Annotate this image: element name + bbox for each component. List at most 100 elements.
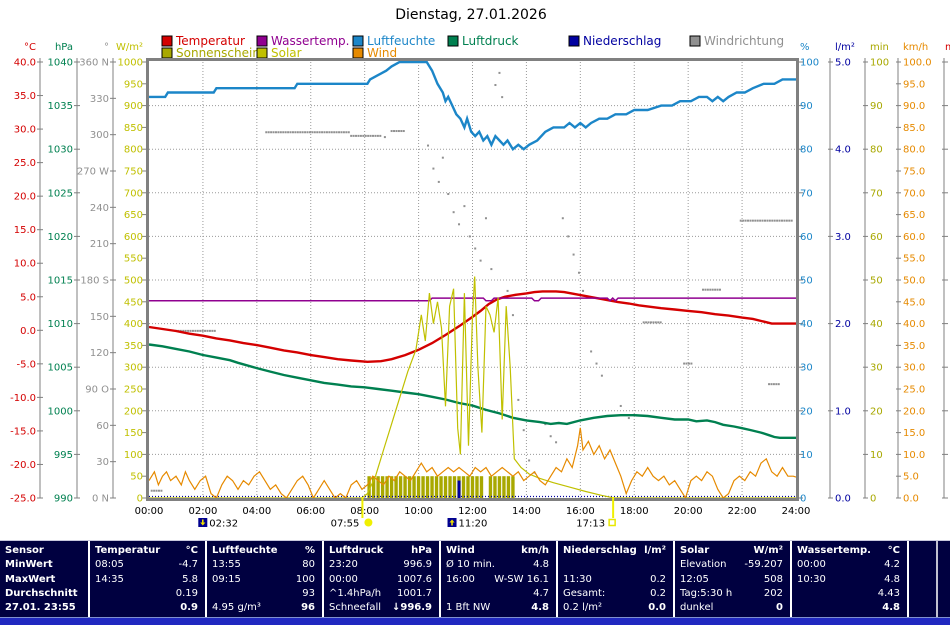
table-row: 08:05 -4.7 — [90, 558, 203, 571]
time-tick-label: 16:00 — [566, 506, 595, 517]
time-tick-label: 18:00 — [620, 506, 649, 517]
sunshine-bar — [398, 476, 403, 498]
cell-value: 80 — [302, 559, 315, 571]
pressure-falling-arrow-icon: ↓ — [391, 602, 401, 613]
dir-axis-tick-label: 90 O — [85, 385, 109, 396]
winddir-dot — [338, 131, 341, 134]
legend-swatch-Niederschlag — [568, 35, 580, 47]
cell-value: 4.2 — [884, 559, 900, 571]
winddir-dot — [359, 134, 362, 137]
time-tick-label: 24:00 — [782, 506, 811, 517]
sunshine-bar — [430, 476, 434, 498]
sunshine-bar — [506, 476, 511, 498]
winddir-dot — [379, 134, 382, 137]
solar-axis-tick-label: 300 — [124, 363, 143, 374]
winddir-dot — [468, 235, 471, 238]
winddir-dot — [645, 321, 648, 324]
cell-time: 16:00 — [446, 573, 475, 585]
table-column-separator — [790, 541, 792, 617]
table-column-Solar: Solar W/m² Elevation -59.207 12:05 508 Tag:5:3… — [675, 541, 788, 617]
cell-value: 5.8 — [182, 573, 198, 585]
winddir-dot — [773, 219, 776, 222]
wind-axis-tick-label: 45.0 — [903, 297, 925, 308]
winddir-dot — [572, 253, 575, 256]
table-header-Solar: Solar W/m² — [675, 544, 788, 557]
sunshine-bar — [376, 476, 380, 498]
table-row: 4.8 — [792, 601, 905, 614]
solar-axis-tick-label: 600 — [124, 232, 143, 243]
cell-value: 4.7 — [533, 587, 549, 599]
sun-axis-tick-label: 60 — [870, 232, 883, 243]
weather-chart: Dienstag, 27.01.2026 Temperatur Wassertem… — [10, 7, 950, 530]
column-header-unit: km/h — [521, 545, 549, 556]
winddir-dot — [711, 288, 714, 291]
winddir-dot — [299, 131, 302, 134]
cell-time: 08:05 — [95, 559, 124, 571]
sunset-sun-icon — [608, 518, 616, 527]
solar-axis-tick-label: 800 — [124, 145, 143, 156]
temp-axis-tick-label: -10.0 — [10, 393, 36, 404]
winddir-dot — [484, 217, 487, 220]
solar-axis-tick-label: 500 — [124, 276, 143, 287]
winddir-dot — [772, 383, 775, 386]
cell-value — [563, 558, 666, 571]
dir-axis-tick-label: 240 — [90, 203, 109, 214]
solar-axis-tick-label: 400 — [124, 319, 143, 330]
table-header-Temperatur: Temperatur °C — [90, 544, 203, 557]
winddir-dot — [761, 219, 764, 222]
column-header-label: Luftfeuchte — [212, 545, 278, 556]
pressure-axis-tick-label: 990 — [54, 494, 73, 505]
sunshine-bar — [407, 476, 412, 498]
winddir-dot — [402, 130, 405, 133]
winddir-dot — [756, 219, 759, 222]
sunshine-bar — [394, 476, 398, 498]
winddir-dot — [204, 329, 207, 332]
dir-axis-tick-label: 60 — [96, 421, 109, 432]
cell-value: 0.0 — [648, 602, 666, 613]
sun-axis-tick-label: 20 — [870, 406, 883, 417]
temp-axis-tick-label: -5.0 — [16, 359, 36, 370]
time-tick-label: 10:00 — [404, 506, 433, 517]
winddir-dot — [718, 288, 721, 291]
winddir-dot — [313, 131, 316, 134]
column-header-label: Wind — [446, 545, 475, 556]
winddir-dot — [316, 131, 319, 134]
table-row: 4.95 g/m³ 96 — [207, 601, 320, 614]
rain-axis-tick-label: 0.0 — [835, 494, 851, 505]
time-tick-label: 04:00 — [242, 506, 271, 517]
winddir-dot — [357, 134, 360, 137]
cell-time: 0.2 l/m² — [563, 602, 602, 613]
temp-axis-tick-label: 35.0 — [14, 91, 36, 102]
cell-time: 23:20 — [329, 559, 358, 571]
table-row — [558, 558, 671, 571]
winddir-dot — [582, 289, 585, 292]
column-header-unit: hPa — [411, 545, 432, 556]
winddir-dot — [657, 321, 660, 324]
column-header-label: Luftdruck — [329, 545, 384, 556]
winddir-dot — [709, 288, 712, 291]
column-header-label: Niederschlag — [563, 545, 637, 556]
winddir-dot — [333, 131, 336, 134]
winddir-dot — [182, 329, 185, 332]
wind-axis-tick-label: 60.0 — [903, 232, 925, 243]
sun-axis-title: min — [870, 42, 889, 53]
cell-value: ↓996.9 — [391, 602, 432, 613]
cell-value: 0.2 — [650, 587, 666, 599]
winddir-dot — [687, 362, 690, 365]
sunshine-bar — [448, 476, 452, 498]
pct-axis-tick-label: 50 — [800, 276, 813, 287]
winddir-dot — [780, 219, 783, 222]
table-row: Ø 10 min. 4.8 — [441, 558, 554, 571]
sensor-row-label: 27.01. 23:55 — [5, 602, 76, 613]
winddir-dot — [323, 131, 326, 134]
winddir-dot — [208, 329, 211, 332]
rain-axis-tick-label: 3.0 — [835, 232, 851, 243]
winddir-dot — [549, 435, 552, 438]
winddir-dot — [654, 321, 657, 324]
table-edge-separator — [936, 541, 938, 617]
time-tick-label: 08:00 — [350, 506, 379, 517]
wind-axis-tick-label: 5.0 — [903, 472, 919, 483]
winddir-dot — [376, 134, 379, 137]
time-tick-label: 14:00 — [512, 506, 541, 517]
